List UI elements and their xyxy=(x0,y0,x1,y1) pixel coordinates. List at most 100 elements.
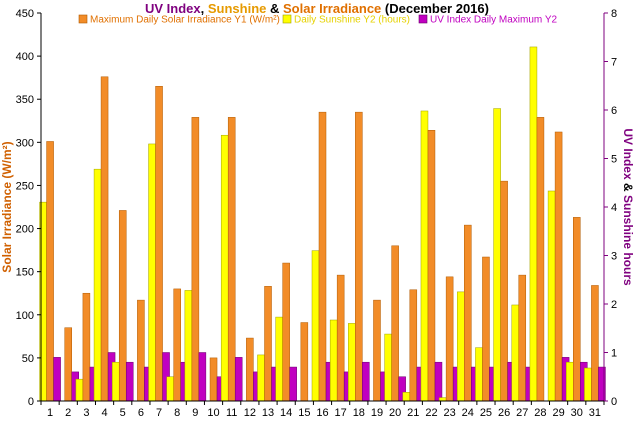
bar-sunshine xyxy=(529,46,538,402)
left-tick-label: 400 xyxy=(16,51,34,63)
x-tick-label: 29 xyxy=(552,407,564,419)
bar-irradiance xyxy=(591,285,599,402)
bar-irradiance xyxy=(427,130,436,402)
right-axis-title-part: Sunshine hours xyxy=(621,195,634,286)
bar-sunshine xyxy=(420,110,429,402)
bar-irradiance xyxy=(536,117,545,402)
right-tick-label: 1 xyxy=(611,348,617,360)
bar-uv xyxy=(289,366,297,402)
bar-irradiance xyxy=(118,210,127,402)
bar-sunshine xyxy=(438,397,447,402)
bar-sunshine xyxy=(148,143,156,402)
left-axis-title: Solar Irradiance (W/m²) xyxy=(0,141,14,272)
bar-uv xyxy=(53,357,61,402)
bar-irradiance xyxy=(518,274,527,402)
x-tick-label: 18 xyxy=(353,407,365,419)
bar-irradiance xyxy=(64,327,72,402)
x-tick-label: 24 xyxy=(462,407,474,419)
bar-irradiance xyxy=(500,180,508,402)
bar-irradiance xyxy=(464,224,472,402)
x-tick-label: 10 xyxy=(207,407,219,419)
left-tick-label: 50 xyxy=(22,353,34,365)
title-part: Solar Irradiance xyxy=(283,1,381,16)
right-tick-label: 2 xyxy=(611,299,617,311)
legend-swatch xyxy=(282,14,292,24)
title-part: (December 2016) xyxy=(381,1,489,16)
bar-irradiance xyxy=(209,357,218,402)
left-tick-label: 200 xyxy=(16,224,34,236)
bar-irradiance xyxy=(482,256,490,402)
x-tick-label: 27 xyxy=(516,407,528,419)
x-tick-label: 28 xyxy=(534,407,546,419)
bar-irradiance xyxy=(46,141,54,402)
x-tick-label: 14 xyxy=(280,407,292,419)
bar-irradiance xyxy=(173,288,181,402)
legend-label: Daily Sunshine Y2 (hours) xyxy=(294,15,410,26)
bar-irradiance xyxy=(246,337,254,402)
bar-sunshine xyxy=(311,250,320,402)
axis-titles: Solar Irradiance (W/m²) UV Index & Sunshi… xyxy=(0,128,634,286)
left-tick-label: 100 xyxy=(16,310,34,322)
bar-sunshine xyxy=(457,291,465,402)
left-axis-ticks: 0 50 100 150 200 250 300 350 400 450 xyxy=(16,8,41,408)
x-tick-label: 2 xyxy=(65,407,71,419)
x-axis-ticks: 1 2 3 4 5 6 7 8 9 10 11 12 13 14 15 16 17 18 19 20 21 22 23 24 2… xyxy=(40,401,605,419)
bar-sunshine xyxy=(493,108,501,402)
bar-sunshine xyxy=(584,367,592,402)
bar-irradiance xyxy=(391,245,399,402)
left-tick-label: 150 xyxy=(16,267,34,279)
title-part: Sunshine xyxy=(208,1,267,16)
bar-sunshine xyxy=(566,361,574,402)
left-tick-label: 250 xyxy=(16,180,34,192)
bar-irradiance xyxy=(227,117,236,402)
right-tick-label: 6 xyxy=(611,105,617,117)
bar-sunshine xyxy=(475,347,483,402)
x-tick-label: 7 xyxy=(156,407,162,419)
right-axis-title-part: & xyxy=(621,180,634,195)
bar-sunshine xyxy=(384,333,392,402)
x-tick-label: 16 xyxy=(316,407,328,419)
x-tick-label: 21 xyxy=(407,407,419,419)
right-axis-title: UV Index & Sunshine hours xyxy=(621,128,634,286)
bar-irradiance xyxy=(573,217,581,402)
x-tick-label: 20 xyxy=(389,407,401,419)
x-tick-label: 12 xyxy=(244,407,256,419)
bar-sunshine xyxy=(547,190,556,402)
bar-irradiance xyxy=(300,322,309,402)
right-tick-label: 7 xyxy=(611,57,617,69)
x-tick-label: 30 xyxy=(571,407,583,419)
bar-irradiance xyxy=(100,76,109,402)
bar-irradiance xyxy=(373,299,381,402)
right-tick-label: 3 xyxy=(611,251,617,263)
left-tick-label: 0 xyxy=(28,396,34,408)
bar-irradiance xyxy=(445,276,454,402)
bar-irradiance xyxy=(264,286,272,402)
x-tick-label: 23 xyxy=(444,407,456,419)
bar-irradiance xyxy=(191,117,200,402)
x-tick-label: 17 xyxy=(335,407,347,419)
x-tick-label: 9 xyxy=(192,407,198,419)
right-tick-label: 4 xyxy=(611,202,617,214)
x-tick-label: 22 xyxy=(425,407,437,419)
bar-uv xyxy=(362,361,370,402)
x-tick-label: 19 xyxy=(371,407,383,419)
right-tick-label: 0 xyxy=(611,396,617,408)
bar-irradiance xyxy=(137,299,145,402)
chart-legend: Maximum Daily Solar Irradiance Y1 (W/m²)… xyxy=(78,14,558,26)
bar-irradiance xyxy=(282,262,290,402)
bar-sunshine xyxy=(111,361,120,402)
bar-sunshine xyxy=(329,319,338,402)
bar-sunshine xyxy=(348,323,356,402)
left-tick-label: 450 xyxy=(16,8,34,20)
bar-sunshine xyxy=(220,134,229,402)
bar-sunshine xyxy=(184,290,193,402)
right-tick-label: 8 xyxy=(611,8,617,20)
bar-sunshine xyxy=(275,316,283,402)
right-axis-ticks: 0 1 2 3 4 5 6 7 8 xyxy=(604,8,617,408)
bar-uv xyxy=(434,361,443,402)
x-tick-label: 3 xyxy=(83,407,89,419)
bar-sunshine xyxy=(511,304,520,402)
x-tick-label: 1 xyxy=(47,407,53,419)
title-part: & xyxy=(266,1,283,16)
